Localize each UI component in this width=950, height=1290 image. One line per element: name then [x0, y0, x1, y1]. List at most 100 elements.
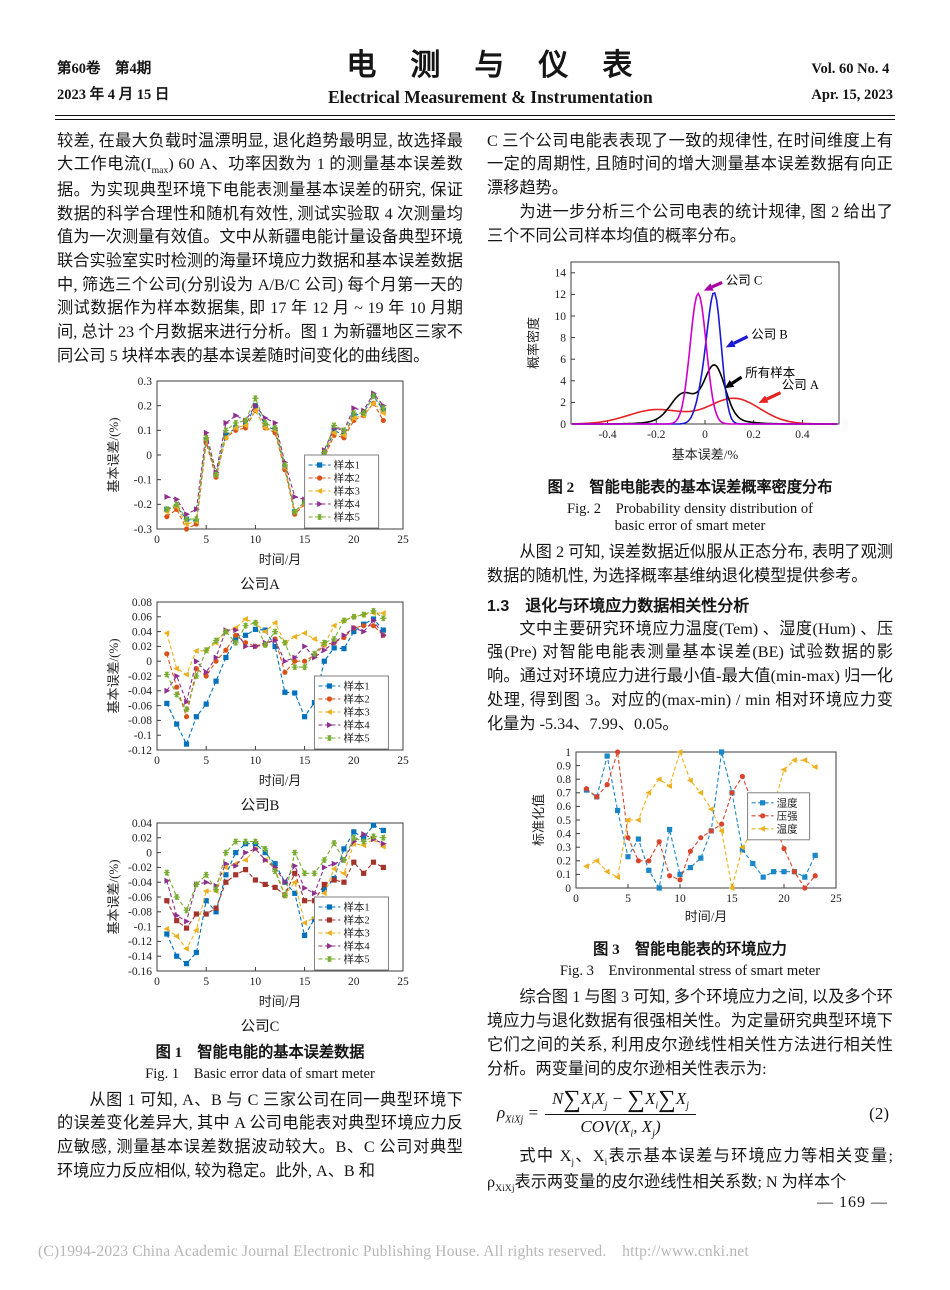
- svg-text:所有样本: 所有样本: [745, 366, 796, 381]
- svg-text:20: 20: [348, 976, 360, 988]
- paragraph-analysis-fig1: 从图 1 可知, A、B 与 C 三家公司在同一典型环境下的误差变化差异大, 其…: [57, 1090, 463, 1180]
- svg-text:时间/月: 时间/月: [685, 909, 728, 924]
- page-number: — 169 —: [817, 1194, 888, 1211]
- svg-text:0: 0: [573, 893, 579, 905]
- figure1-caption-zh: 图 1 智能电能的基本误差数据: [155, 1043, 365, 1061]
- svg-text:样本2: 样本2: [343, 692, 369, 705]
- svg-text:-0.1: -0.1: [134, 921, 152, 933]
- figure2: -0.4 -0.2 0 0.2 0.4 0 2 4 6 8 10 12 14 基本误差/% 概率密度 公司 C…: [487, 252, 893, 535]
- svg-text:基本误差/(%): 基本误差/(%): [106, 859, 121, 934]
- equation-denominator: COV(Xi, Xj): [580, 1116, 661, 1140]
- svg-text:10: 10: [250, 976, 262, 988]
- page-body: 较差, 在最大负载时温漂明显, 退化趋势最明显, 故选择最大工作电流(Imax)…: [0, 130, 950, 1196]
- section-heading-1-3: 1.3 退化与环境应力数据相关性分析: [487, 597, 750, 615]
- subplot-title-company-a: 公司A: [240, 576, 280, 593]
- svg-text:0.8: 0.8: [557, 774, 572, 786]
- svg-text:10: 10: [674, 893, 686, 905]
- svg-text:-0.2: -0.2: [647, 429, 665, 441]
- svg-text:基本误差/(%): 基本误差/(%): [106, 638, 121, 713]
- svg-text:公司 B: 公司 B: [751, 328, 787, 342]
- svg-text:-0.08: -0.08: [128, 715, 152, 727]
- svg-text:0.06: 0.06: [132, 611, 152, 623]
- svg-text:-0.16: -0.16: [128, 965, 152, 977]
- svg-text:6: 6: [560, 354, 566, 366]
- svg-text:-0.3: -0.3: [134, 523, 152, 535]
- equation-numerator: N∑XiXj − ∑Xi∑Xj: [545, 1087, 697, 1115]
- svg-text:温度: 温度: [777, 823, 799, 836]
- svg-text:0.2: 0.2: [138, 400, 153, 412]
- svg-text:-0.14: -0.14: [128, 951, 152, 963]
- svg-text:-0.08: -0.08: [128, 906, 152, 918]
- svg-text:10: 10: [555, 311, 567, 323]
- svg-text:25: 25: [397, 976, 409, 988]
- svg-text:0.02: 0.02: [132, 832, 152, 844]
- paragraph-continuation: 较差, 在最大负载时温漂明显, 退化趋势最明显, 故选择最大工作电流(Imax)…: [57, 131, 463, 365]
- svg-text:-0.12: -0.12: [128, 744, 152, 756]
- svg-text:样本1: 样本1: [343, 900, 369, 913]
- paragraph-analysis-fig2: 从图 2 可知, 误差数据近似服从正态分布, 表明了观测数据的随机性, 为选择概…: [487, 543, 893, 585]
- equation-lhs: ρXiXj =: [497, 1103, 540, 1126]
- svg-text:15: 15: [299, 976, 311, 988]
- svg-text:0.5: 0.5: [557, 815, 572, 827]
- journal-title: 电 测 与 仪 表 Electrical Measurement & Instr…: [328, 40, 653, 108]
- svg-text:8: 8: [560, 333, 566, 345]
- svg-text:样本2: 样本2: [343, 913, 369, 926]
- svg-text:25: 25: [397, 534, 409, 546]
- svg-text:样本4: 样本4: [334, 497, 361, 510]
- journal-title-en: Electrical Measurement & Instrumentation: [327, 87, 653, 107]
- company-c-line-chart: 0 5 10 15 20 25 0.04 0.02 0 -0.02 -0.04 -0.06 -0.08 -…: [57, 815, 463, 1018]
- svg-text:样本1: 样本1: [334, 458, 360, 471]
- svg-text:样本4: 样本4: [343, 939, 370, 952]
- svg-text:15: 15: [299, 755, 311, 767]
- figure1-subplot-company-b: 0 5 10 15 20 25 0.08 0.06 0.04 0.02 0 -0.02 -0.04 -0.…: [57, 594, 463, 815]
- svg-text:20: 20: [348, 534, 360, 546]
- stress-line-chart: 0 5 10 15 20 25 1 0.9 0.8 0.7 0.6 0.5 0.4 0.3 0.2 0.1 0 时…: [487, 744, 893, 933]
- svg-text:0: 0: [146, 449, 152, 461]
- svg-text:12: 12: [555, 289, 567, 301]
- paragraph-intro-fig2: 为进一步分析三个公司电表的统计规律, 图 2 给出了三个不同公司样本均值的概率分…: [487, 202, 893, 245]
- svg-text:公司 A: 公司 A: [782, 378, 819, 392]
- svg-text:-0.1: -0.1: [134, 474, 152, 486]
- figure2-caption-zh: 图 2 智能电能表的基本误差概率密度分布: [547, 479, 833, 497]
- svg-text:基本误差/%: 基本误差/%: [672, 447, 739, 462]
- figure3: 0 5 10 15 20 25 1 0.9 0.8 0.7 0.6 0.5 0.4 0.3 0.2 0.1 0 时…: [487, 744, 893, 980]
- svg-text:0.7: 0.7: [557, 788, 572, 800]
- svg-text:10: 10: [250, 534, 262, 546]
- company-a-line-chart: 0 5 10 15 20 25 0.3 0.2 0.1 0 -0.1 -0.2 -0.3 时间/月 基本误差…: [57, 373, 463, 576]
- svg-text:-0.2: -0.2: [134, 499, 152, 511]
- svg-text:0.3: 0.3: [138, 375, 153, 387]
- svg-text:15: 15: [299, 534, 311, 546]
- svg-text:0.2: 0.2: [557, 856, 572, 868]
- svg-text:-0.06: -0.06: [128, 891, 152, 903]
- figure3-caption-en: Fig. 3 Environmental stress of smart met…: [559, 963, 821, 980]
- svg-text:0.02: 0.02: [132, 641, 152, 653]
- svg-text:样本5: 样本5: [343, 952, 369, 965]
- svg-text:样本4: 样本4: [343, 718, 370, 731]
- journal-header: 第60卷 第4期 2023 年 4 月 15 日 电 测 与 仪 表 Elect…: [0, 0, 950, 108]
- svg-text:5: 5: [625, 893, 631, 905]
- copyright-watermark: (C)1994-2023 China Academic Journal Elec…: [38, 1243, 749, 1260]
- svg-text:0: 0: [146, 656, 152, 668]
- figure1-subplot-company-a: 0 5 10 15 20 25 0.3 0.2 0.1 0 -0.1 -0.2 -0.3 时间/月 基本误差…: [57, 373, 463, 594]
- svg-text:基本误差/(%): 基本误差/(%): [106, 417, 121, 492]
- svg-text:5: 5: [203, 755, 209, 767]
- svg-text:时间/月: 时间/月: [259, 552, 302, 567]
- svg-text:0.3: 0.3: [557, 842, 572, 854]
- svg-text:标准化值: 标准化值: [531, 794, 546, 846]
- figure3-caption: 图 3 智能电能表的环境应力 Fig. 3 Environmental stre…: [487, 937, 893, 980]
- svg-text:25: 25: [397, 755, 409, 767]
- svg-text:湿度: 湿度: [777, 797, 799, 810]
- svg-text:-0.02: -0.02: [128, 670, 152, 682]
- svg-text:5: 5: [203, 534, 209, 546]
- svg-text:0.4: 0.4: [557, 829, 572, 841]
- figure2-caption-en-line1: Fig. 2 Probability density distribution …: [566, 501, 814, 518]
- subplot-title-company-c: 公司C: [240, 1018, 280, 1035]
- svg-text:0.08: 0.08: [132, 596, 152, 608]
- svg-text:0.6: 0.6: [557, 802, 572, 814]
- svg-text:0: 0: [702, 429, 708, 441]
- right-column: C 三个公司电能表表现了一致的规律性, 在时间维度上有一定的周期性, 且随时间的…: [487, 130, 893, 1196]
- paragraph-correlation: 综合图 1 与图 3 可知, 多个环境应力之间, 以及多个环境应力与退化数据有很…: [487, 988, 893, 1078]
- volume-issue-cn: 第60卷 第4期: [57, 60, 152, 77]
- figure2-caption-en-line2: basic error of smart meter: [614, 518, 766, 535]
